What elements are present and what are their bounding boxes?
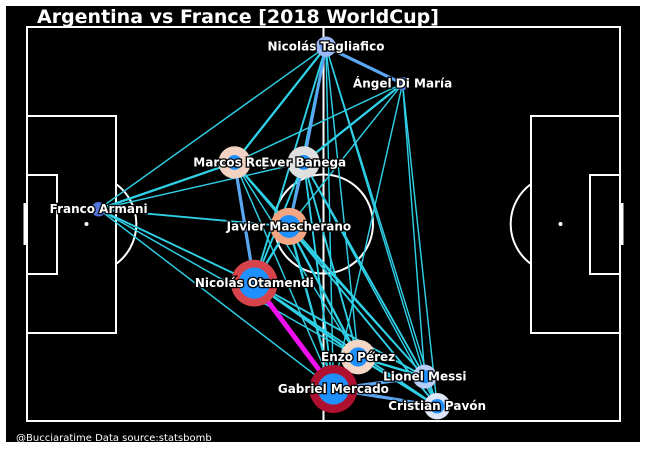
pass-line-franco-armani-to-nicolas-otamendi [97,208,256,285]
pass-line-javier-mascherano-to-lionel-messi [287,225,426,378]
player-core-angel-di-maria [397,78,408,90]
right-six-yard-box [589,174,621,275]
pass-line-angel-di-maria-to-marcos-rojo [233,82,404,164]
pass-line-ever-banega-to-franco-armani [97,161,305,210]
pitch-spots [84,222,563,226]
pass-line-angel-di-maria-to-ever-banega [302,82,404,164]
left-six-yard-box [26,174,58,275]
right-penalty-spot [558,222,563,226]
player-label-lionel-messi: Lionel Messi [383,370,466,384]
pass-line-angel-di-maria-to-cristian-pavon [401,82,438,407]
left-penalty-arc [115,183,138,265]
center-spot [321,222,326,226]
player-node-ever-banega [287,146,320,179]
player-node-enzo-perez [340,339,376,375]
player-node-franco-armani [91,202,106,217]
pass-line-marcos-rojo-to-gabriel-mercado [233,161,335,390]
player-core-gabriel-mercado [317,373,349,405]
player-nodes [91,36,451,420]
pass-line-javier-mascherano-to-gabriel-mercado [287,225,335,391]
player-node-javier-mascherano [270,207,308,246]
pass-line-ever-banega-to-enzo-perez [302,161,360,358]
player-label-gabriel-mercado: Gabriel Mercado [278,382,389,396]
player-label-ever-banega: Ever Banega [261,155,346,169]
pass-line-nicolas-tagliafico-to-marcos-rojo [233,45,328,164]
credit-text: @Bucciaratime Data source:statsbomb [16,433,212,444]
player-node-nicolas-otamendi [230,259,278,307]
chart-title: Argentina vs France [2018 WorldCup] [37,6,439,28]
pass-line-marcos-rojo-to-franco-armani [97,161,236,211]
player-label-enzo-perez: Enzo Pérez [321,350,395,364]
player-label-franco-armani: Franco Armani [50,202,148,216]
player-node-nicolas-tagliafico [315,36,337,57]
player-node-lionel-messi [412,364,437,389]
pass-line-nicolas-tagliafico-to-ever-banega [302,45,328,164]
player-node-gabriel-mercado [309,364,358,413]
pass-line-marcos-rojo-to-enzo-perez [233,161,359,358]
pass-line-franco-armani-to-javier-mascherano [97,208,290,228]
player-core-franco-armani [94,205,103,214]
pass-line-angel-di-maria-to-lionel-messi [401,82,426,378]
pass-line-franco-armani-to-gabriel-mercado [97,208,335,390]
pass-line-nicolas-tagliafico-to-gabriel-mercado [325,45,335,390]
player-core-nicolas-otamendi [238,267,270,299]
player-core-enzo-perez [348,347,368,367]
player-label-javier-mascherano: Javier Mascherano [226,219,352,233]
pass-line-ever-banega-to-lionel-messi [302,161,426,378]
left-penalty-spot [84,222,89,226]
player-core-javier-mascherano [277,215,301,238]
pass-line-javier-mascherano-to-enzo-perez [287,225,360,359]
player-label-nicolas-tagliafico: Nicolás Tagliafico [267,40,384,54]
pass-line-angel-di-maria-to-gabriel-mercado [332,82,404,390]
pass-line-franco-armani-to-enzo-perez [97,208,359,358]
player-node-cristian-pavon [423,393,451,420]
player-label-marcos-rojo: Marcos Rojo [193,155,275,169]
pitch-markings [23,26,624,422]
pass-line-ever-banega-to-gabriel-mercado [302,161,335,390]
player-label-cristian-pavon: Cristian Pavón [388,399,486,413]
player-labels: Nicolás Tagliafico Ángel Di María Marcos R… [48,38,487,414]
pass-lines [97,45,439,408]
player-label-nicolas-otamendi: Nicolás Otamendi [195,276,314,290]
right-penalty-arc [509,183,532,265]
player-core-marcos-rojo [227,155,242,170]
pass-line-nicolas-tagliafico-to-angel-di-maria [324,45,405,86]
player-node-marcos-rojo [218,146,251,179]
player-core-ever-banega [296,155,312,170]
player-core-cristian-pavon [429,399,445,414]
player-core-nicolas-tagliafico [320,41,332,53]
pass-line-angel-di-maria-to-javier-mascherano [288,82,404,228]
pass-line-nicolas-tagliafico-to-franco-armani [97,45,327,210]
player-core-lionel-messi [418,370,432,384]
pass-line-nicolas-tagliafico-to-cristian-pavon [325,45,438,407]
pass-line-nicolas-otamendi-to-lionel-messi [253,282,426,378]
pass-line-javier-mascherano-to-cristian-pavon [287,225,439,408]
player-label-angel-di-maria: Ángel Di María [353,76,452,91]
player-node-angel-di-maria [395,77,410,91]
